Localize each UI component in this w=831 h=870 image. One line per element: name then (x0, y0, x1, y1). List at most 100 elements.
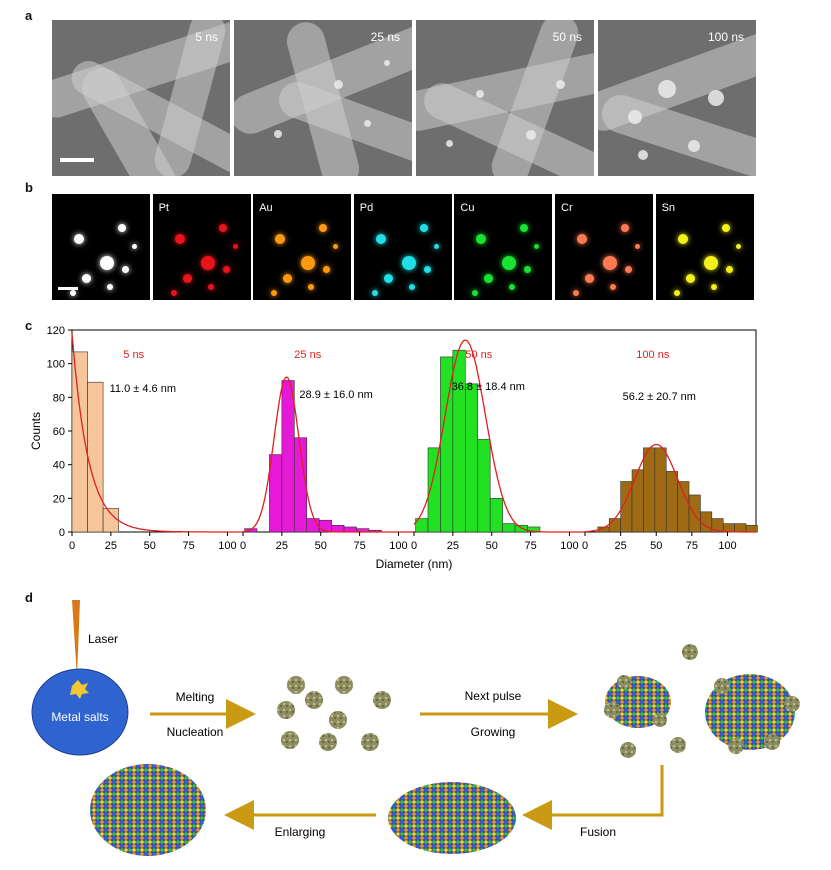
histogram-bar (745, 524, 758, 533)
y-tick-label: 60 (53, 426, 65, 438)
scale-bar (58, 287, 78, 290)
histogram-bar (331, 524, 345, 533)
histogram-bar (244, 528, 258, 533)
scale-bar (60, 158, 94, 162)
element-label: Pd (359, 202, 374, 214)
x-tick-label: 75 (524, 540, 536, 552)
x-tick-label: 0 (582, 540, 588, 552)
histogram-bar (489, 498, 503, 533)
histogram-bar (269, 454, 283, 533)
element-label: Cu (460, 202, 475, 214)
panel-label-a: a (25, 8, 33, 23)
melting-label: Melting (176, 690, 215, 704)
x-tick-label: 100 (218, 540, 236, 552)
panel-label-b: b (25, 180, 33, 195)
laser-label: Laser (88, 632, 118, 646)
sem-image-25ns: 25 ns (234, 20, 412, 176)
element-map-haadf (52, 194, 150, 300)
sem-image-5ns: 5 ns (52, 20, 230, 176)
element-map-pd: Pd (353, 194, 452, 300)
sem-time-label: 100 ns (707, 30, 744, 44)
growing-label: Growing (471, 725, 516, 739)
histogram-bar (734, 523, 747, 533)
x-tick-label: 25 (276, 540, 288, 552)
x-tick-label: 75 (686, 540, 698, 552)
nucleation-label: Nucleation (167, 725, 224, 739)
sem-image-100ns: 100 ns (598, 20, 756, 176)
histogram-bar (452, 349, 466, 533)
panel-label-d: d (25, 590, 33, 605)
histogram-bar (464, 383, 479, 533)
x-tick-label: 50 (650, 540, 662, 552)
mean-diameter-annotation: 11.0 ± 4.6 nm (110, 383, 176, 395)
y-axis-label: Counts (29, 412, 43, 450)
diameter-histograms-chart: 0 20 40 60 80 100 120 Counts Diameter (nm) 0 25 50 7… (29, 325, 758, 571)
element-label: Sn (661, 202, 676, 214)
x-tick-label: 25 (105, 540, 117, 552)
x-tick-label: 50 (315, 540, 327, 552)
mean-diameter-annotation: 28.9 ± 16.0 nm (299, 389, 372, 401)
y-tick-label: 120 (47, 325, 65, 337)
histogram-bar (722, 523, 735, 533)
histogram-bar (502, 523, 516, 533)
sem-time-label: 25 ns (370, 30, 400, 44)
fit-curve (242, 376, 414, 533)
sem-time-label: 50 ns (552, 30, 582, 44)
nuclei-cluster (277, 676, 391, 751)
fused-particle (388, 782, 516, 854)
histogram-bar (87, 381, 104, 533)
x-tick-label: 100 (389, 540, 407, 552)
element-map-au: Au (253, 194, 352, 300)
element-map-pt: Pt (152, 194, 251, 300)
mean-diameter-annotation: 36.8 ± 18.4 nm (452, 381, 525, 393)
histogram-bar (477, 439, 491, 533)
element-label: Au (259, 202, 273, 214)
series-time-label: 50 ns (465, 349, 492, 361)
element-map-sn: Sn (655, 194, 754, 300)
panel-label-c: c (25, 318, 33, 333)
fit-curve (584, 443, 756, 533)
arrow-fusion-icon (522, 765, 664, 830)
x-axis-label: Diameter (nm) (376, 557, 453, 571)
x-tick-label: 0 (240, 540, 246, 552)
histogram-bar (643, 447, 656, 533)
sem-time-label: 5 ns (195, 30, 218, 44)
histogram-bar (343, 526, 357, 533)
x-tick-label: 0 (69, 540, 75, 552)
laser-spark-icon (70, 680, 89, 699)
element-label: Pt (158, 202, 169, 214)
histogram-bar (102, 508, 119, 533)
y-tick-label: 0 (59, 527, 65, 539)
x-tick-label: 25 (615, 540, 627, 552)
element-map-cr: Cr (555, 194, 653, 300)
histogram-bar (665, 471, 678, 533)
fusion-label: Fusion (580, 825, 616, 839)
growth-schematic: Laser Metal salts Melting Nucleation Nex… (31, 600, 800, 856)
enlarging-label: Enlarging (275, 825, 326, 839)
histogram-bar (608, 518, 621, 533)
histogram-bar (281, 380, 295, 533)
histogram-bar (688, 494, 701, 533)
x-tick-label: 100 (718, 540, 736, 552)
fit-curve (71, 333, 243, 533)
fit-curve (413, 339, 585, 533)
histogram-bar (631, 469, 644, 533)
series-time-label: 25 ns (294, 349, 321, 361)
sem-image-50ns: 50 ns (416, 20, 594, 176)
y-tick-label: 20 (53, 493, 65, 505)
metal-salts-droplet (31, 668, 129, 756)
next-pulse-label: Next pulse (465, 689, 522, 703)
x-tick-label: 100 (560, 540, 578, 552)
x-tick-label: 25 (447, 540, 459, 552)
series-time-label: 5 ns (123, 349, 144, 361)
element-map-cu: Cu (454, 194, 553, 300)
x-tick-label: 75 (353, 540, 365, 552)
laser-beam (72, 600, 80, 678)
x-tick-label: 0 (411, 540, 417, 552)
x-tick-label: 75 (182, 540, 194, 552)
histogram-bar (677, 481, 690, 533)
x-tick-label: 50 (144, 540, 156, 552)
element-label: Cr (561, 202, 573, 214)
histogram-bar (514, 524, 528, 533)
y-tick-label: 80 (53, 392, 65, 404)
